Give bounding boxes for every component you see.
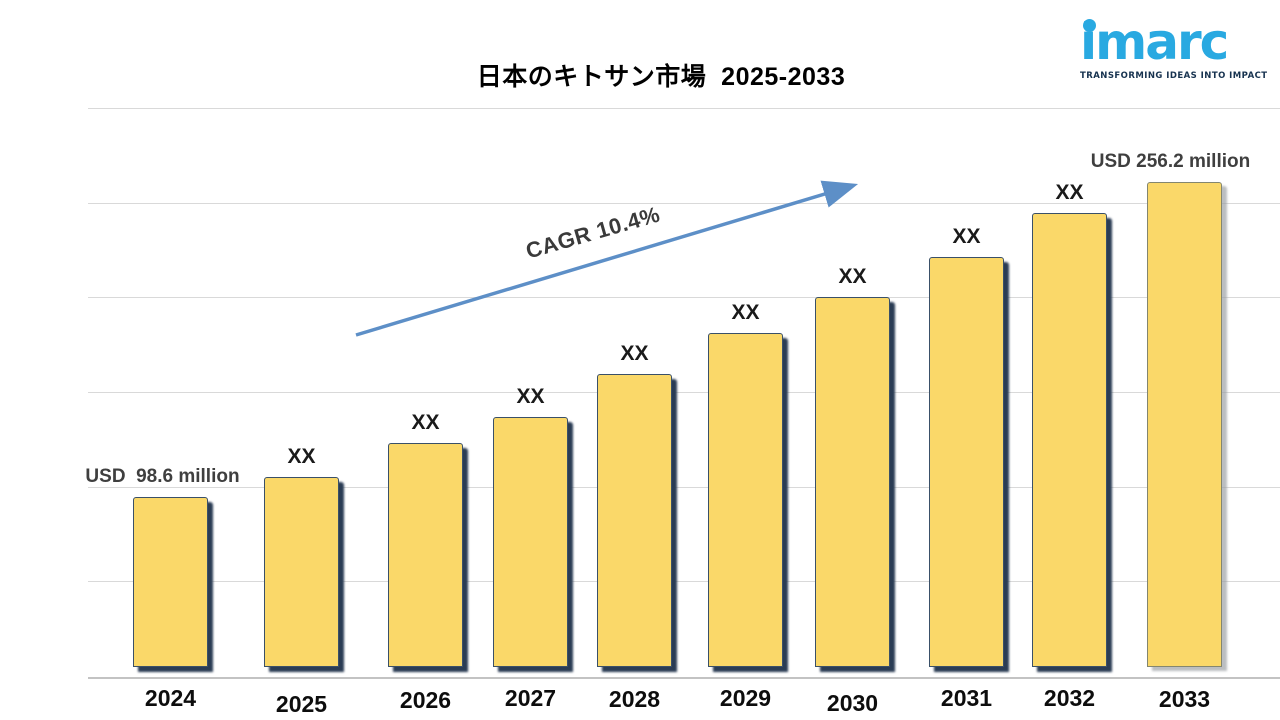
x-tick-label-2024: 2024 [144,685,197,711]
bar-2031 [929,257,1004,667]
x-tick-label-2029: 2029 [719,685,772,711]
bar-value-label-2031: XX [952,225,981,248]
x-tick-label-2026: 2026 [399,687,452,713]
bar-2027 [493,417,568,667]
logo-dot-icon [1083,19,1096,32]
bar-2026 [388,443,463,667]
x-tick-label-2033: 2033 [1158,686,1211,712]
logo-tagline: TRANSFORMING IDEAS INTO IMPACT [1080,70,1268,81]
bar-value-label-2028: XX [620,342,649,365]
bar-value-label-2030: XX [838,265,867,288]
imarc-logo: imarc TRANSFORMING IDEAS INTO IMPACT [1080,13,1268,81]
x-tick-label-2032: 2032 [1043,685,1096,711]
bar-value-label-2024: USD 98.6 million [85,466,240,487]
gridline-1 [88,203,1280,204]
gridline-5 [88,581,1280,582]
x-tick-label-2030: 2030 [826,690,879,716]
bar-2033 [1147,182,1222,667]
gridline-3 [88,392,1280,393]
bar-value-label-2033: USD 256.2 million [1090,151,1251,172]
bar-2032 [1032,213,1107,667]
x-tick-label-2028: 2028 [608,686,661,712]
logo-wordmark: imarc [1080,13,1229,71]
bar-value-label-2029: XX [731,301,760,324]
x-tick-label-2031: 2031 [940,685,993,711]
bar-2028 [597,374,672,667]
bar-2025 [264,477,339,667]
bar-value-label-2025: XX [287,445,316,468]
bar-value-label-2026: XX [411,411,440,434]
x-tick-label-2025: 2025 [275,691,328,717]
bar-2024 [133,497,208,667]
bar-value-label-2032: XX [1055,181,1084,204]
bar-2029 [708,333,783,667]
gridline-4 [88,487,1280,488]
page-title: 日本のキトサン市場 2025-2033 [476,63,846,91]
x-tick-label-2027: 2027 [504,685,557,711]
x-axis-line [88,677,1280,679]
cagr-label: CAGR 10.4% [522,201,663,264]
bar-2030 [815,297,890,667]
gridline-0 [88,108,1280,109]
bar-value-label-2027: XX [516,385,545,408]
